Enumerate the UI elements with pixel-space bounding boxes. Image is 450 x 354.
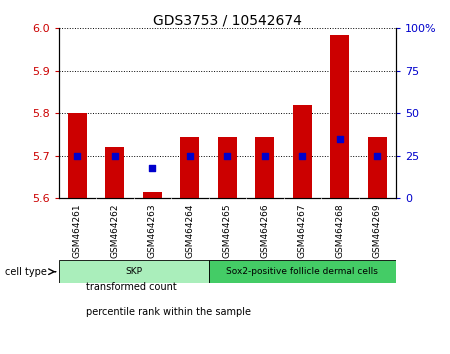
- Bar: [208, 260, 396, 283]
- Text: GSM464269: GSM464269: [373, 203, 382, 258]
- Point: [374, 153, 381, 159]
- Bar: [218, 137, 237, 198]
- Title: GDS3753 / 10542674: GDS3753 / 10542674: [153, 13, 302, 27]
- Point: [186, 153, 194, 159]
- Text: GSM464268: GSM464268: [335, 203, 344, 258]
- Text: transformed count: transformed count: [86, 282, 176, 292]
- Text: percentile rank within the sample: percentile rank within the sample: [86, 307, 251, 316]
- Bar: [180, 137, 199, 198]
- Point: [148, 165, 156, 171]
- Bar: [58, 260, 208, 283]
- Point: [111, 153, 118, 159]
- Text: GSM464263: GSM464263: [148, 203, 157, 258]
- Text: GSM464267: GSM464267: [298, 203, 307, 258]
- Point: [224, 153, 231, 159]
- Text: Sox2-positive follicle dermal cells: Sox2-positive follicle dermal cells: [226, 267, 378, 276]
- Point: [299, 153, 306, 159]
- Point: [74, 153, 81, 159]
- Bar: [330, 35, 349, 198]
- Bar: [143, 192, 162, 198]
- Text: SKP: SKP: [125, 267, 142, 276]
- Bar: [256, 137, 274, 198]
- Text: GSM464266: GSM464266: [260, 203, 269, 258]
- Bar: [368, 137, 387, 198]
- Text: GSM464261: GSM464261: [73, 203, 82, 258]
- Text: GSM464262: GSM464262: [110, 203, 119, 258]
- Bar: [293, 105, 311, 198]
- Text: GSM464265: GSM464265: [223, 203, 232, 258]
- Bar: [68, 113, 86, 198]
- Point: [336, 136, 343, 142]
- Point: [261, 153, 268, 159]
- Text: cell type: cell type: [5, 267, 47, 277]
- Text: GSM464264: GSM464264: [185, 203, 194, 258]
- Bar: [105, 147, 124, 198]
